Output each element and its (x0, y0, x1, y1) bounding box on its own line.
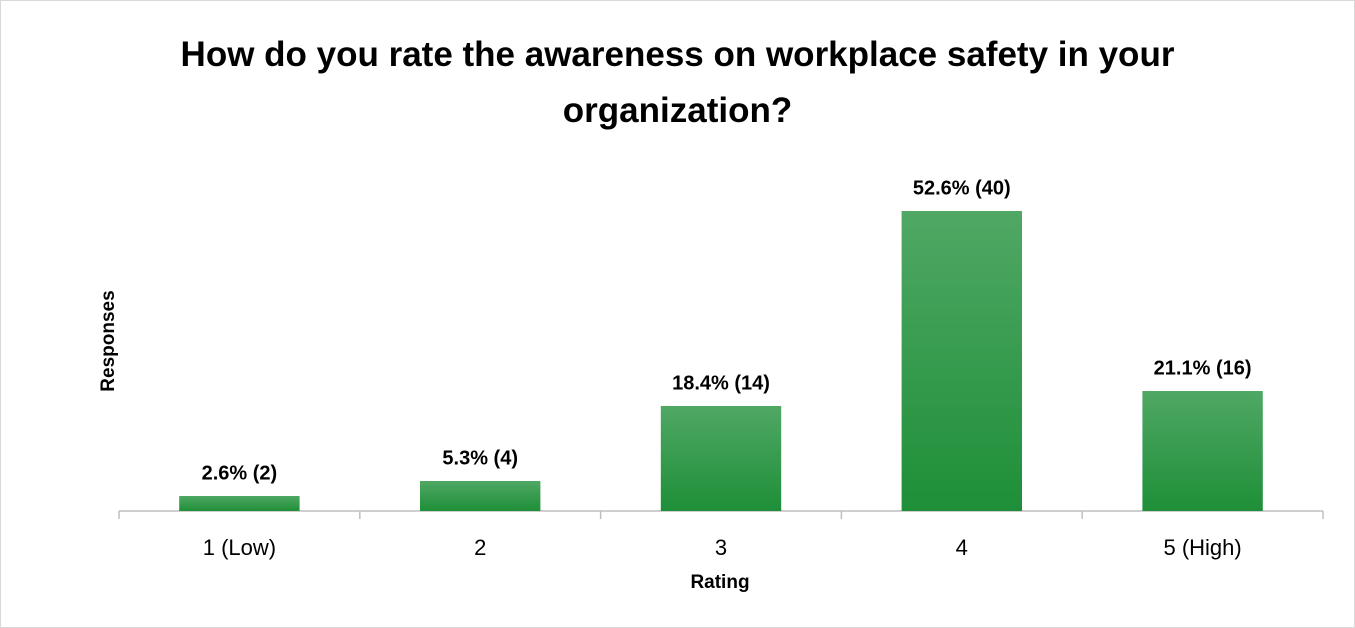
x-tick-label: 3 (715, 535, 727, 560)
data-label: 52.6% (40) (913, 177, 1011, 199)
data-label: 2.6% (2) (202, 462, 278, 484)
bar (1142, 391, 1263, 511)
x-tick-label: 5 (High) (1163, 535, 1241, 560)
data-label: 21.1% (16) (1154, 357, 1252, 379)
bar (660, 406, 782, 511)
bar (901, 211, 1022, 511)
bar (179, 496, 300, 511)
y-axis-label: Responses (98, 290, 119, 391)
x-tick-label: 1 (Low) (203, 535, 276, 560)
bar (420, 481, 541, 511)
x-tick-label: 2 (474, 535, 486, 560)
x-axis-label: Rating (690, 572, 749, 593)
data-label: 5.3% (4) (442, 447, 518, 469)
chart-title: How do you rate the awareness on workpla… (180, 35, 1175, 130)
data-label: 18.4% (14) (672, 372, 770, 394)
x-tick-label: 4 (956, 535, 968, 560)
